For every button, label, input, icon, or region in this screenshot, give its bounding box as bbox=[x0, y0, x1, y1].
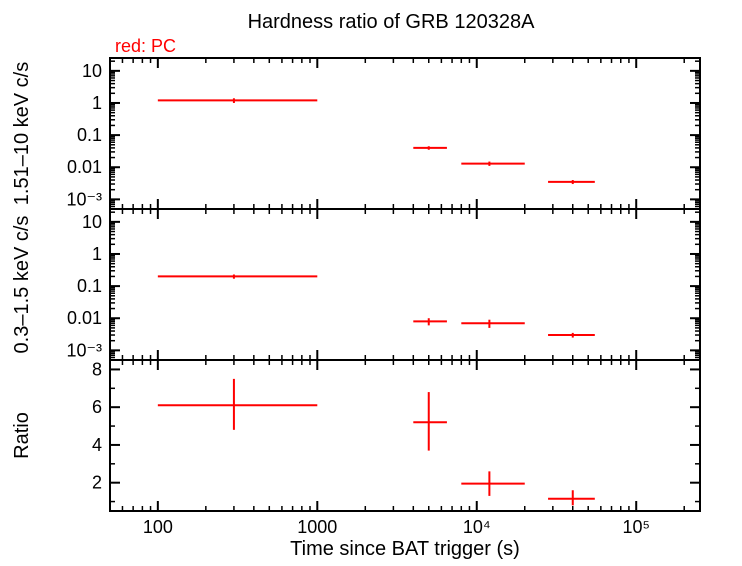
panel-frame bbox=[110, 209, 700, 360]
ytick-label: 0.01 bbox=[67, 157, 102, 177]
xtick-label: 10⁴ bbox=[463, 517, 491, 537]
ytick-label: 10⁻³ bbox=[66, 340, 102, 360]
yaxis-label: Ratio bbox=[11, 412, 33, 459]
panel-frame bbox=[110, 360, 700, 511]
xtick-label: 10⁵ bbox=[622, 517, 649, 537]
ytick-label: 2 bbox=[92, 473, 102, 493]
ytick-label: 10 bbox=[82, 61, 102, 81]
chart-frame: Hardness ratio of GRB 120328A red: PC 10⁻³… bbox=[0, 0, 742, 566]
xtick-label: 100 bbox=[143, 517, 173, 537]
ytick-label: 0.01 bbox=[67, 308, 102, 328]
yaxis-label: 1.51–10 keV c/s bbox=[11, 62, 33, 205]
ytick-label: 8 bbox=[92, 359, 102, 379]
ytick-label: 6 bbox=[92, 397, 102, 417]
ytick-label: 0.1 bbox=[77, 125, 102, 145]
ytick-label: 1 bbox=[92, 244, 102, 264]
ytick-label: 0.1 bbox=[77, 276, 102, 296]
ytick-label: 10⁻³ bbox=[66, 189, 102, 209]
yaxis-label: 0.3–1.5 keV c/s bbox=[11, 216, 33, 354]
xtick-label: 1000 bbox=[297, 517, 337, 537]
ytick-label: 10 bbox=[82, 212, 102, 232]
panel-frame bbox=[110, 58, 700, 209]
ytick-label: 1 bbox=[92, 93, 102, 113]
ytick-label: 4 bbox=[92, 435, 102, 455]
legend-text: red: PC bbox=[115, 36, 176, 56]
xaxis-label: Time since BAT trigger (s) bbox=[290, 538, 520, 560]
chart-svg: Hardness ratio of GRB 120328A red: PC 10⁻³… bbox=[0, 0, 742, 566]
chart-title: Hardness ratio of GRB 120328A bbox=[248, 11, 535, 33]
